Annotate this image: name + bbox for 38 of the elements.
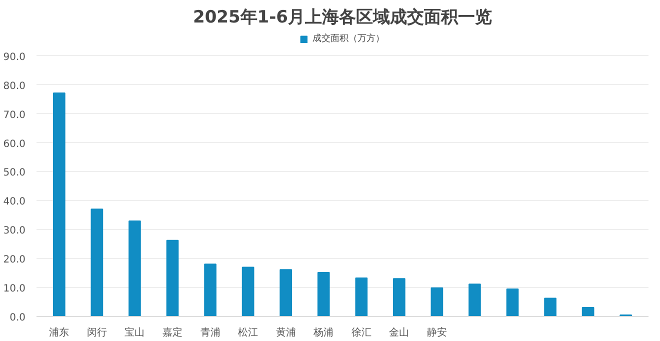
bar bbox=[430, 287, 444, 316]
bar bbox=[317, 272, 330, 316]
x-tick-label: 宝山 bbox=[124, 326, 145, 338]
bar bbox=[53, 92, 66, 316]
x-tick-label: 徐汇 bbox=[351, 326, 372, 338]
y-tick-label: 10.0 bbox=[3, 284, 26, 295]
y-tick-label: 50.0 bbox=[3, 168, 26, 179]
y-tick-label: 80.0 bbox=[3, 80, 26, 92]
x-tick-label: 松江 bbox=[238, 326, 258, 338]
bar bbox=[582, 307, 594, 316]
bar bbox=[544, 298, 556, 316]
y-tick-label: 30.0 bbox=[3, 226, 26, 237]
x-tick-label: 嘉定 bbox=[162, 326, 182, 338]
bar bbox=[242, 266, 254, 316]
bar bbox=[204, 264, 216, 316]
x-tick-label: 浦东 bbox=[49, 326, 70, 338]
bar bbox=[90, 208, 104, 316]
y-tick-label: 40.0 bbox=[3, 196, 26, 208]
y-tick-label: 0.0 bbox=[10, 312, 26, 324]
y-tick-label: 20.0 bbox=[3, 254, 26, 266]
x-tick-label: 金山 bbox=[389, 326, 410, 338]
chart-title: 2025年1-6月上海各区域成交面积一览 bbox=[192, 8, 492, 28]
bar bbox=[355, 277, 368, 316]
x-tick-label: 闵行 bbox=[86, 326, 107, 338]
x-tick-label: 静安 bbox=[426, 326, 447, 338]
y-tick-label: 60.0 bbox=[3, 138, 26, 150]
legend-label: 成交面积（万方） bbox=[312, 32, 384, 45]
bar bbox=[506, 288, 519, 316]
y-tick-label: 90.0 bbox=[3, 52, 26, 63]
y-tick-label: 70.0 bbox=[3, 110, 26, 121]
bar bbox=[128, 220, 141, 316]
bar bbox=[468, 284, 481, 316]
bar bbox=[393, 278, 406, 316]
bar bbox=[166, 240, 179, 316]
x-tick-label: 杨浦 bbox=[312, 326, 334, 338]
x-tick-label: 青浦 bbox=[200, 326, 220, 338]
bar bbox=[280, 269, 292, 316]
x-tick-label: 黄浦 bbox=[276, 326, 296, 338]
